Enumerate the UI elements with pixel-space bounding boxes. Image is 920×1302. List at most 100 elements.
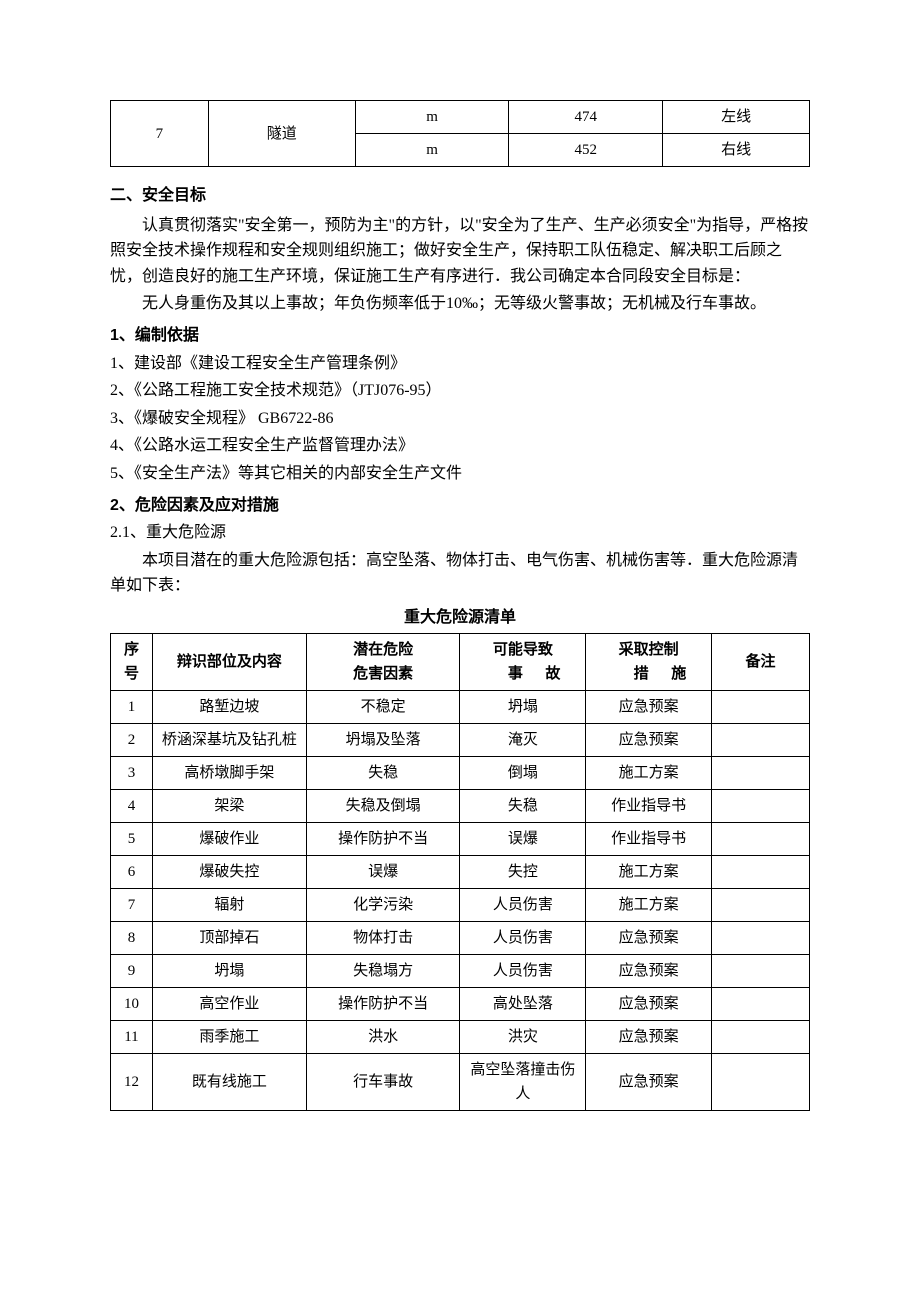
- cell-control: 施工方案: [586, 888, 712, 921]
- cell-remark: [712, 921, 810, 954]
- col-header-accident: 可能导致 事故: [460, 633, 586, 690]
- cell-remark: [712, 756, 810, 789]
- sub-heading-risk: 2、危险因素及应对措施: [110, 493, 810, 519]
- cell-part: 辐射: [152, 888, 306, 921]
- cell-part: 爆破失控: [152, 855, 306, 888]
- cell-accident: 人员伤害: [460, 954, 586, 987]
- cell-no: 8: [111, 921, 153, 954]
- section-heading-safety-target: 二、安全目标: [110, 183, 810, 209]
- table-title-hazard: 重大危险源清单: [110, 605, 810, 631]
- cell-value: 474: [509, 101, 663, 134]
- cell-control: 应急预案: [586, 954, 712, 987]
- table-row: 5爆破作业操作防护不当误爆作业指导书: [111, 822, 810, 855]
- basis-item: 1、建设部《建设工程安全生产管理条例》: [110, 351, 810, 377]
- cell-remark: [712, 855, 810, 888]
- cell-remark: [712, 888, 810, 921]
- cell-remark: [712, 987, 810, 1020]
- cell-accident: 高处坠落: [460, 987, 586, 1020]
- col-header-part: 辩识部位及内容: [152, 633, 306, 690]
- table-row: 7辐射化学污染人员伤害施工方案: [111, 888, 810, 921]
- table-row: 7 隧道 m 474 左线: [111, 101, 810, 134]
- cell-control: 施工方案: [586, 756, 712, 789]
- cell-accident: 失稳: [460, 789, 586, 822]
- cell-accident: 坍塌: [460, 690, 586, 723]
- cell-factor: 物体打击: [306, 921, 460, 954]
- cell-accident: 误爆: [460, 822, 586, 855]
- table-row: 11雨季施工洪水洪灾应急预案: [111, 1020, 810, 1053]
- cell-factor: 洪水: [306, 1020, 460, 1053]
- col-header-no: 序 号: [111, 633, 153, 690]
- cell-part: 高桥墩脚手架: [152, 756, 306, 789]
- cell-remark: [712, 1053, 810, 1110]
- cell-unit: m: [355, 134, 509, 167]
- table-row: 2桥涵深基坑及钻孔桩坍塌及坠落淹灭应急预案: [111, 723, 810, 756]
- table-row: 9坍塌失稳塌方人员伤害应急预案: [111, 954, 810, 987]
- table-row: 6爆破失控误爆失控施工方案: [111, 855, 810, 888]
- cell-control: 作业指导书: [586, 789, 712, 822]
- cell-control: 作业指导书: [586, 822, 712, 855]
- cell-factor: 不稳定: [306, 690, 460, 723]
- cell-factor: 行车事故: [306, 1053, 460, 1110]
- hazard-table: 序 号 辩识部位及内容 潜在危险 危害因素 可能导致 事故 采取控制 措施 备注…: [110, 633, 810, 1111]
- cell-remark: [712, 690, 810, 723]
- cell-remark: [712, 954, 810, 987]
- cell-accident: 人员伤害: [460, 921, 586, 954]
- cell-factor: 化学污染: [306, 888, 460, 921]
- cell-note: 左线: [663, 101, 810, 134]
- table-row: 1路堑边坡不稳定坍塌应急预案: [111, 690, 810, 723]
- cell-accident: 高空坠落撞击伤人: [460, 1053, 586, 1110]
- table-row: 12既有线施工行车事故高空坠落撞击伤人应急预案: [111, 1053, 810, 1110]
- cell-value: 452: [509, 134, 663, 167]
- cell-no: 1: [111, 690, 153, 723]
- paragraph: 本项目潜在的重大危险源包括：高空坠落、物体打击、电气伤害、机械伤害等．重大危险源…: [110, 548, 810, 599]
- basis-item: 2、《公路工程施工安全技术规范》（JTJ076-95）: [110, 378, 810, 404]
- cell-part: 雨季施工: [152, 1020, 306, 1053]
- cell-no: 7: [111, 888, 153, 921]
- cell-accident: 淹灭: [460, 723, 586, 756]
- cell-unit: m: [355, 101, 509, 134]
- cell-factor: 失稳及倒塌: [306, 789, 460, 822]
- table-row: 8顶部掉石物体打击人员伤害应急预案: [111, 921, 810, 954]
- cell-no: 11: [111, 1020, 153, 1053]
- cell-control: 施工方案: [586, 855, 712, 888]
- table-header-row: 序 号 辩识部位及内容 潜在危险 危害因素 可能导致 事故 采取控制 措施 备注: [111, 633, 810, 690]
- cell-accident: 倒塌: [460, 756, 586, 789]
- cell-part: 桥涵深基坑及钻孔桩: [152, 723, 306, 756]
- paragraph: 认真贯彻落实"安全第一，预防为主"的方针，以"安全为了生产、生产必须安全"为指导…: [110, 213, 810, 290]
- cell-factor: 失稳: [306, 756, 460, 789]
- cell-part: 路堑边坡: [152, 690, 306, 723]
- cell-control: 应急预案: [586, 723, 712, 756]
- cell-part: 既有线施工: [152, 1053, 306, 1110]
- cell-no: 10: [111, 987, 153, 1020]
- cell-remark: [712, 789, 810, 822]
- table-row: 10高空作业操作防护不当高处坠落应急预案: [111, 987, 810, 1020]
- basis-item: 4、《公路水运工程安全生产监督管理办法》: [110, 433, 810, 459]
- col-header-factor: 潜在危险 危害因素: [306, 633, 460, 690]
- cell-accident: 洪灾: [460, 1020, 586, 1053]
- cell-remark: [712, 1020, 810, 1053]
- paragraph: 无人身重伤及其以上事故；年负伤频率低于10‰；无等级火警事故；无机械及行车事故。: [110, 291, 810, 317]
- cell-remark: [712, 723, 810, 756]
- col-header-remark: 备注: [712, 633, 810, 690]
- cell-label: 隧道: [208, 101, 355, 167]
- cell-factor: 误爆: [306, 855, 460, 888]
- cell-control: 应急预案: [586, 690, 712, 723]
- cell-no: 7: [111, 101, 209, 167]
- cell-control: 应急预案: [586, 987, 712, 1020]
- cell-factor: 坍塌及坠落: [306, 723, 460, 756]
- cell-control: 应急预案: [586, 921, 712, 954]
- cell-no: 4: [111, 789, 153, 822]
- basis-item: 3、《爆破安全规程》 GB6722-86: [110, 406, 810, 432]
- table-row: 4架梁失稳及倒塌失稳作业指导书: [111, 789, 810, 822]
- cell-part: 爆破作业: [152, 822, 306, 855]
- cell-part: 坍塌: [152, 954, 306, 987]
- cell-part: 架梁: [152, 789, 306, 822]
- sub-heading-basis: 1、编制依据: [110, 323, 810, 349]
- cell-part: 高空作业: [152, 987, 306, 1020]
- cell-no: 2: [111, 723, 153, 756]
- cell-accident: 人员伤害: [460, 888, 586, 921]
- col-header-control: 采取控制 措施: [586, 633, 712, 690]
- cell-factor: 失稳塌方: [306, 954, 460, 987]
- cell-remark: [712, 822, 810, 855]
- cell-accident: 失控: [460, 855, 586, 888]
